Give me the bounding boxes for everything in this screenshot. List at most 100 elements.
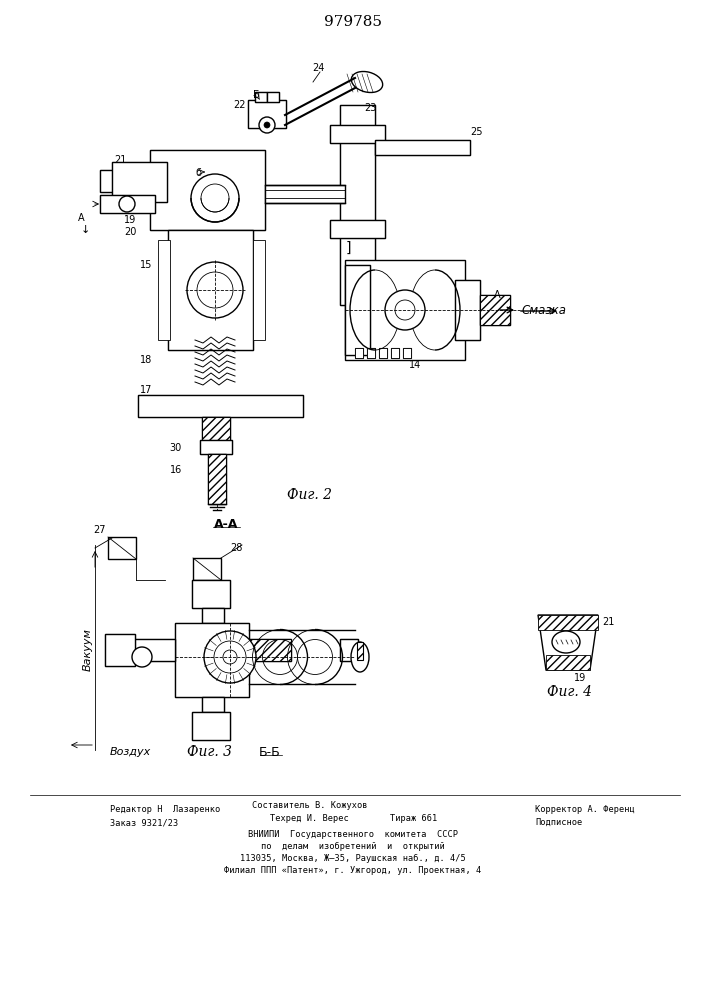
- Bar: [355, 348, 363, 358]
- Text: Составитель В. Кожухов: Составитель В. Кожухов: [252, 801, 368, 810]
- Bar: [330, 220, 385, 238]
- Bar: [345, 265, 370, 355]
- Bar: [133, 639, 175, 661]
- Bar: [455, 280, 480, 340]
- Bar: [249, 639, 291, 661]
- Bar: [208, 454, 226, 504]
- Circle shape: [223, 650, 237, 664]
- Text: 21: 21: [114, 155, 126, 165]
- Text: 19: 19: [124, 215, 136, 225]
- Bar: [480, 295, 510, 325]
- Bar: [208, 454, 226, 504]
- Bar: [267, 92, 279, 102]
- Bar: [200, 440, 232, 454]
- Bar: [192, 580, 230, 608]
- Bar: [265, 185, 345, 203]
- Bar: [340, 105, 375, 305]
- Circle shape: [259, 117, 275, 133]
- Bar: [367, 348, 375, 358]
- Bar: [112, 162, 167, 202]
- Circle shape: [201, 184, 229, 212]
- Bar: [375, 140, 470, 155]
- Circle shape: [132, 647, 152, 667]
- Text: Фиг. 2: Фиг. 2: [288, 488, 332, 502]
- Circle shape: [395, 300, 415, 320]
- Bar: [340, 105, 375, 305]
- Bar: [249, 639, 291, 661]
- Bar: [248, 100, 286, 128]
- Bar: [330, 125, 385, 143]
- Bar: [150, 150, 265, 230]
- Bar: [267, 92, 279, 102]
- Text: 15: 15: [139, 260, 152, 270]
- Text: 24: 24: [312, 63, 325, 73]
- Bar: [255, 92, 267, 102]
- Bar: [192, 712, 230, 740]
- Bar: [100, 195, 155, 213]
- Bar: [403, 348, 411, 358]
- Text: Фиг. 4: Фиг. 4: [547, 685, 592, 699]
- Bar: [345, 260, 465, 360]
- Text: Воздух: Воздух: [110, 747, 151, 757]
- Bar: [357, 642, 363, 660]
- Bar: [192, 712, 230, 740]
- Bar: [100, 195, 155, 213]
- Bar: [546, 655, 590, 670]
- Text: 21: 21: [602, 617, 614, 627]
- Text: Подписное: Подписное: [535, 818, 583, 827]
- Bar: [379, 348, 387, 358]
- Text: 14: 14: [409, 360, 421, 370]
- Bar: [112, 162, 167, 202]
- Circle shape: [191, 174, 239, 222]
- Text: 979785: 979785: [324, 15, 382, 29]
- Bar: [133, 639, 175, 661]
- Bar: [150, 150, 265, 230]
- Text: Тираж 661: Тираж 661: [390, 814, 437, 823]
- Text: 17: 17: [139, 385, 152, 395]
- Text: Техред И. Верес: Техред И. Верес: [270, 814, 349, 823]
- Circle shape: [214, 641, 246, 673]
- Polygon shape: [538, 615, 598, 670]
- Circle shape: [385, 290, 425, 330]
- Bar: [168, 230, 253, 350]
- Text: ]: ]: [345, 241, 351, 255]
- Text: 25: 25: [471, 127, 484, 137]
- Ellipse shape: [552, 631, 580, 653]
- Bar: [248, 100, 286, 128]
- Text: А: А: [493, 290, 501, 300]
- Bar: [480, 295, 510, 325]
- Bar: [200, 440, 232, 454]
- Text: б: б: [195, 168, 201, 178]
- Circle shape: [204, 631, 256, 683]
- Text: 28: 28: [230, 543, 243, 553]
- Text: А: А: [78, 213, 85, 223]
- Text: Вакуум: Вакуум: [83, 629, 93, 671]
- Bar: [202, 417, 230, 442]
- Bar: [108, 537, 136, 559]
- Bar: [158, 240, 170, 340]
- Bar: [391, 348, 399, 358]
- Text: 27: 27: [94, 525, 106, 535]
- Text: Корректор А. Ференц: Корректор А. Ференц: [535, 805, 635, 814]
- Text: ВНИИПИ  Государственного  комитета  СССР: ВНИИПИ Государственного комитета СССР: [248, 830, 458, 839]
- Text: по  делам  изобретений  и  открытий: по делам изобретений и открытий: [261, 842, 445, 851]
- Text: 20: 20: [124, 227, 136, 237]
- Bar: [330, 220, 385, 238]
- Text: Б: Б: [252, 90, 259, 100]
- Circle shape: [119, 196, 135, 212]
- Text: А-А: А-А: [214, 518, 238, 530]
- Bar: [138, 395, 303, 417]
- Bar: [168, 230, 253, 350]
- Text: 23: 23: [364, 103, 376, 113]
- Bar: [391, 348, 399, 358]
- Text: Филиал ППП «Патент», г. Ужгород, ул. Проектная, 4: Филиал ППП «Патент», г. Ужгород, ул. Про…: [224, 866, 481, 875]
- Text: Заказ 9321/23: Заказ 9321/23: [110, 818, 178, 827]
- Bar: [202, 697, 224, 712]
- Bar: [175, 623, 249, 697]
- Circle shape: [197, 272, 233, 308]
- Bar: [340, 639, 358, 661]
- Text: 19: 19: [574, 673, 586, 683]
- Bar: [202, 697, 224, 712]
- Text: 30: 30: [170, 443, 182, 453]
- Circle shape: [264, 122, 270, 128]
